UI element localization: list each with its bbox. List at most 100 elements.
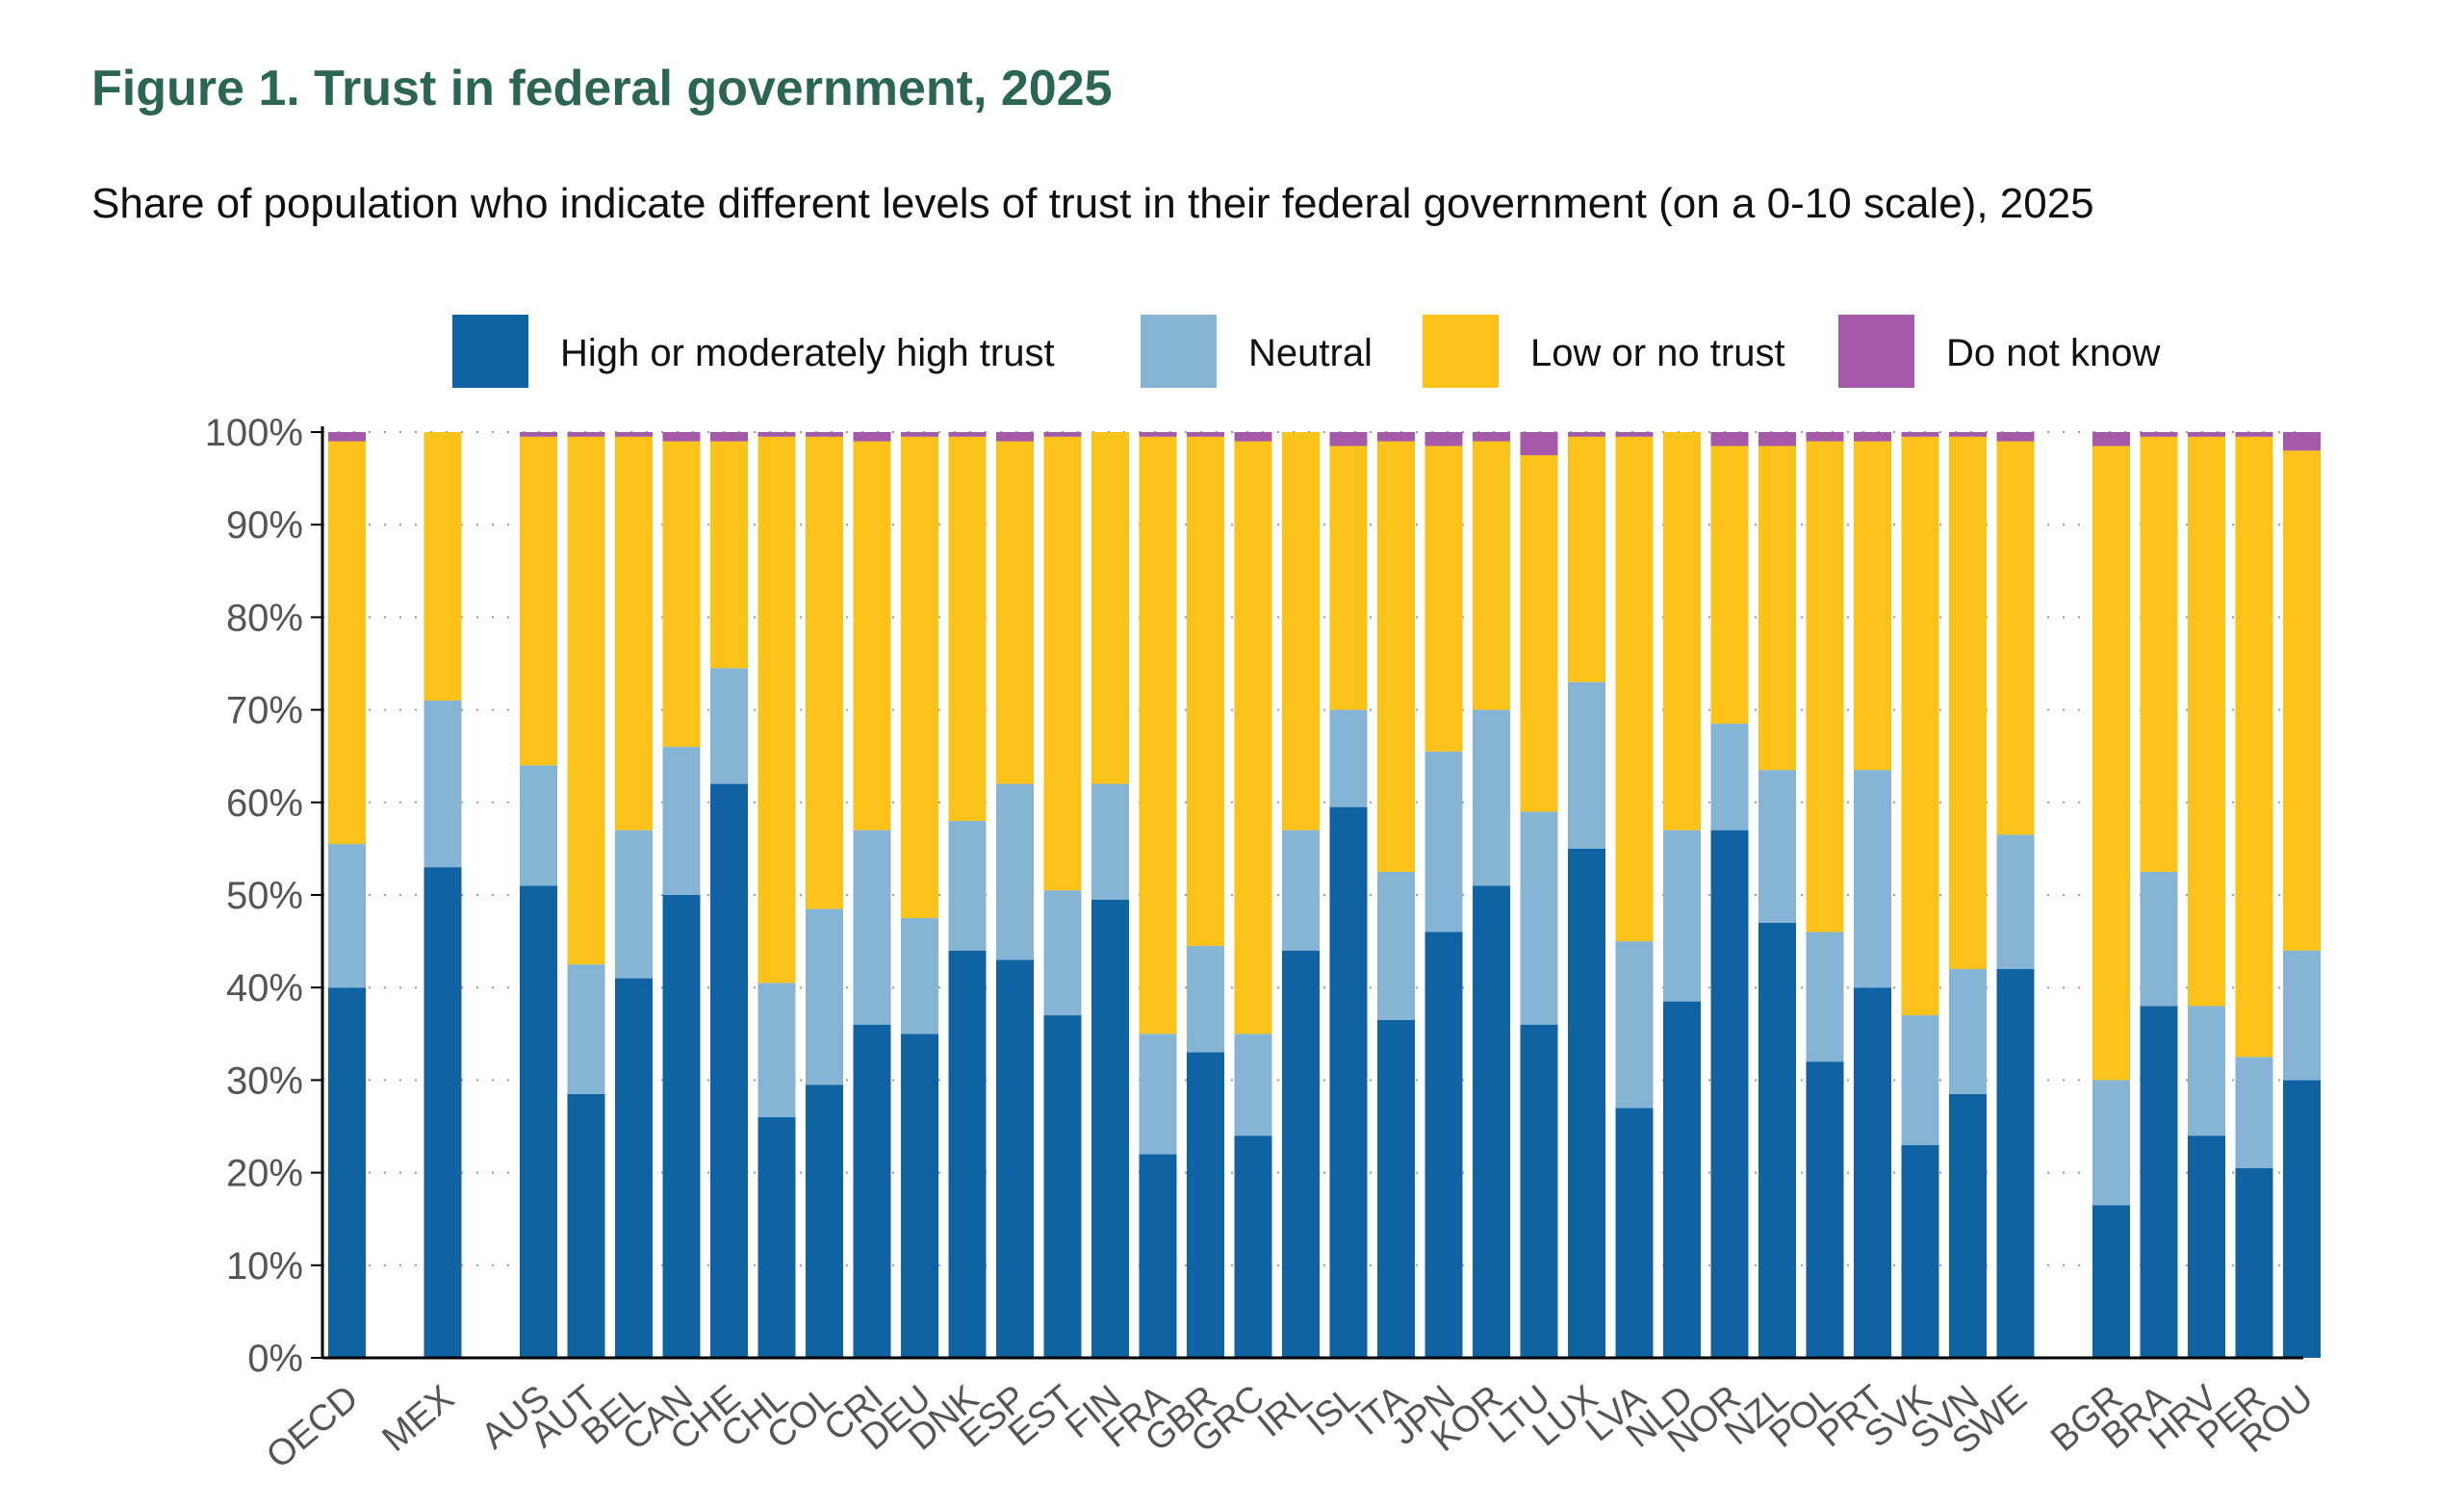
bar-nzl: [1758, 432, 1796, 1358]
bar-aut: [567, 432, 605, 1358]
bar-segment-do-not-know: [1710, 432, 1749, 447]
legend-label: Do not know: [1946, 332, 2160, 374]
bar-segment-high-or-moderately-high-trust: [662, 895, 701, 1358]
bar-segment-high-or-moderately-high-trust: [1710, 830, 1749, 1358]
bars: [328, 432, 2321, 1358]
bar-segment-neutral: [1710, 724, 1749, 830]
bar-segment-do-not-know: [2140, 432, 2178, 437]
bar-segment-do-not-know: [2283, 432, 2321, 451]
bar-segment-do-not-know: [1854, 432, 1891, 442]
legend-label: Low or no trust: [1530, 332, 1785, 374]
bar-segment-high-or-moderately-high-trust: [1949, 1093, 1987, 1358]
bar-segment-high-or-moderately-high-trust: [1996, 968, 2035, 1358]
y-tick-label: 50%: [226, 875, 303, 917]
legend-item-high-or-moderately-high-trust: High or moderately high trust: [452, 315, 1055, 388]
bar-segment-high-or-moderately-high-trust: [996, 959, 1034, 1358]
bar-segment-high-or-moderately-high-trust: [1663, 1001, 1701, 1358]
bar-segment-neutral: [1520, 811, 1558, 1025]
bar-dnk: [948, 432, 987, 1358]
bar-segment-low-or-no-trust: [2283, 450, 2321, 951]
bar-svk: [1901, 432, 1939, 1358]
bar-segment-do-not-know: [710, 432, 748, 442]
bar-segment-neutral: [1758, 770, 1796, 923]
bar-segment-low-or-no-trust: [2188, 436, 2225, 1007]
bar-bra: [2140, 432, 2178, 1358]
y-tick-label: 90%: [226, 504, 303, 547]
y-tick-label: 0%: [247, 1338, 303, 1380]
bar-segment-neutral: [1329, 709, 1368, 807]
bar-segment-high-or-moderately-high-trust: [1424, 932, 1463, 1358]
legend-swatch: [1141, 315, 1217, 388]
bar-segment-low-or-no-trust: [520, 436, 557, 766]
bar-gbr: [1187, 432, 1224, 1358]
bar-segment-high-or-moderately-high-trust: [806, 1085, 843, 1358]
bar-segment-do-not-know: [996, 432, 1034, 442]
bar-segment-neutral: [2235, 1057, 2273, 1168]
bar-esp: [996, 432, 1034, 1358]
bar-segment-low-or-no-trust: [1139, 436, 1177, 1034]
bar-segment-do-not-know: [2188, 432, 2225, 437]
bar-segment-do-not-know: [1520, 432, 1558, 456]
bar-segment-low-or-no-trust: [1663, 432, 1701, 830]
y-tick-label: 30%: [226, 1060, 303, 1102]
bar-hrv: [2188, 432, 2225, 1358]
bar-kor: [1473, 432, 1510, 1358]
bar-segment-low-or-no-trust: [662, 441, 701, 748]
bar-segment-neutral: [1663, 830, 1701, 1002]
bar-segment-neutral: [615, 830, 653, 979]
bar-segment-low-or-no-trust: [757, 436, 796, 983]
bar-segment-low-or-no-trust: [853, 441, 891, 830]
bar-segment-high-or-moderately-high-trust: [2092, 1205, 2130, 1358]
bar-segment-neutral: [2140, 871, 2178, 1007]
bar-mex: [424, 432, 462, 1358]
y-tick-label: 10%: [226, 1245, 303, 1288]
bar-segment-do-not-know: [328, 432, 366, 442]
bar-segment-neutral: [1901, 1015, 1939, 1145]
bar-segment-high-or-moderately-high-trust: [1806, 1061, 1844, 1358]
bar-segment-do-not-know: [2092, 432, 2130, 447]
bar-segment-high-or-moderately-high-trust: [1139, 1154, 1177, 1358]
bar-segment-do-not-know: [567, 432, 605, 437]
legend-item-low-or-no-trust: Low or no trust: [1423, 315, 1785, 388]
bar-segment-high-or-moderately-high-trust: [424, 867, 462, 1358]
bar-segment-high-or-moderately-high-trust: [948, 950, 987, 1358]
bar-segment-low-or-no-trust: [1710, 446, 1749, 725]
bar-chl: [757, 432, 796, 1358]
bar-segment-high-or-moderately-high-trust: [710, 783, 748, 1358]
bar-segment-neutral: [567, 964, 605, 1094]
bar-est: [1043, 432, 1082, 1358]
bar-segment-low-or-no-trust: [1377, 441, 1415, 872]
bar-segment-low-or-no-trust: [1758, 446, 1796, 771]
bar-segment-do-not-know: [1187, 432, 1224, 437]
bar-segment-do-not-know: [520, 432, 557, 437]
bar-segment-low-or-no-trust: [1424, 446, 1463, 752]
bar-segment-do-not-know: [1996, 432, 2035, 442]
bar-segment-neutral: [1377, 871, 1415, 1020]
legend-item-neutral: Neutral: [1141, 315, 1373, 388]
bar-segment-low-or-no-trust: [1615, 436, 1654, 942]
bar-segment-low-or-no-trust: [567, 436, 605, 965]
legend-swatch: [1423, 315, 1499, 388]
bar-segment-do-not-know: [1901, 432, 1939, 437]
bar-segment-low-or-no-trust: [806, 436, 843, 909]
legend-item-do-not-know: Do not know: [1838, 315, 2160, 388]
bar-oecd: [328, 432, 366, 1358]
bar-segment-do-not-know: [1949, 432, 1987, 437]
y-tick-label: 20%: [226, 1153, 303, 1195]
bar-segment-high-or-moderately-high-trust: [757, 1116, 796, 1358]
bar-nld: [1663, 432, 1701, 1358]
x-axis-tick-labels: OECD MEX AUSAUTBELCANCHECHLCOLCRIDEUDNKESP…: [259, 1377, 2321, 1476]
bar-segment-neutral: [901, 918, 938, 1034]
bar-segment-high-or-moderately-high-trust: [1282, 950, 1320, 1358]
bar-segment-low-or-no-trust: [1806, 441, 1844, 932]
bar-bgr: [2092, 432, 2130, 1358]
bar-segment-neutral: [1996, 834, 2035, 969]
bar-per: [2235, 432, 2273, 1358]
bar-segment-neutral: [328, 844, 366, 988]
y-tick-label: 80%: [226, 597, 303, 639]
bar-segment-do-not-know: [1615, 432, 1654, 437]
bar-segment-neutral: [2283, 950, 2321, 1081]
bar-segment-low-or-no-trust: [1043, 436, 1082, 891]
x-tick-label: OECD: [259, 1378, 366, 1477]
